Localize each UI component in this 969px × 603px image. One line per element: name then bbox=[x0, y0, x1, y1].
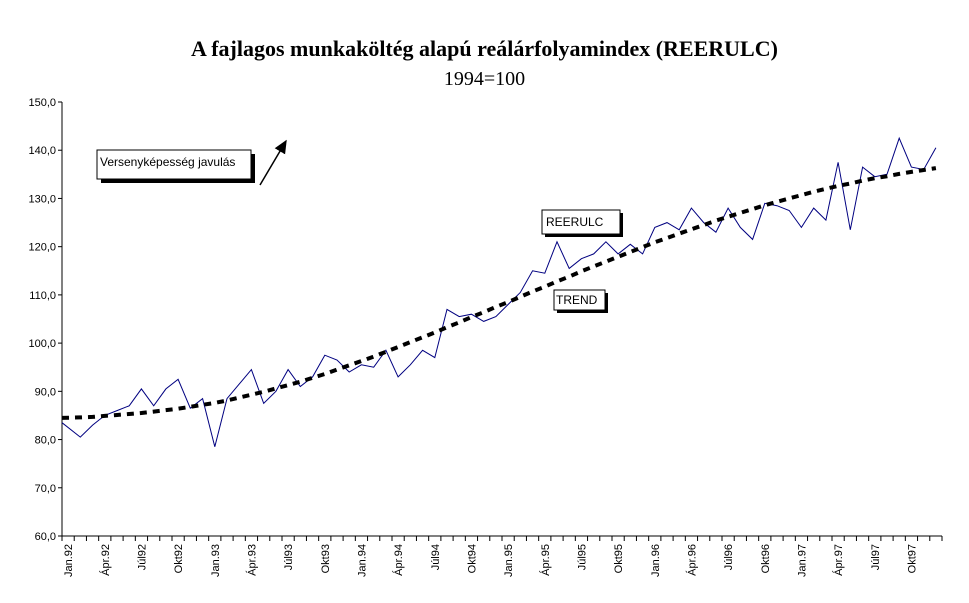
y-tick-label: 80,0 bbox=[35, 435, 56, 447]
x-tick-label: Okt92 bbox=[173, 544, 185, 573]
reerulc-label: REERULC bbox=[546, 215, 604, 229]
competitiveness-annotation: Versenyképesség javulás bbox=[96, 139, 287, 186]
x-tick-label: Ápr.96 bbox=[685, 544, 698, 576]
x-tick-label: Jan.96 bbox=[650, 544, 662, 577]
y-tick-label: 110,0 bbox=[29, 290, 56, 302]
series-line-reerulc bbox=[61, 136, 937, 447]
chart-title: A fajlagos munkaköltég alapú reálárfolya… bbox=[191, 36, 778, 61]
x-tick-label: Jan.92 bbox=[63, 544, 75, 577]
improvement-arrow bbox=[259, 139, 287, 186]
chart-subtitle: 1994=100 bbox=[443, 68, 526, 90]
competitiveness-label: Versenyképesség javulás bbox=[100, 155, 235, 169]
x-tick-label: Júl93 bbox=[283, 544, 295, 570]
x-tick-label: Ápr.92 bbox=[99, 544, 112, 576]
x-tick-label: Okt94 bbox=[466, 544, 478, 573]
x-tick-label: Okt96 bbox=[760, 544, 772, 573]
x-tick-label: Okt97 bbox=[906, 544, 918, 573]
y-tick-label: 140,0 bbox=[28, 145, 56, 157]
x-tick-label: Júl94 bbox=[430, 544, 442, 570]
y-tick-label: 150,0 bbox=[28, 97, 56, 109]
x-tick-label: Júl95 bbox=[576, 544, 588, 570]
y-tick-label: 70,0 bbox=[35, 483, 56, 495]
x-tick-label: Ápr.93 bbox=[245, 544, 258, 576]
y-tick-label: 90,0 bbox=[35, 386, 56, 398]
x-tick-label: Ápr.97 bbox=[832, 544, 845, 576]
x-tick-label: Ápr.94 bbox=[392, 544, 405, 576]
x-tick-label: Okt95 bbox=[613, 544, 625, 573]
x-tick-label: Júl96 bbox=[723, 544, 735, 570]
x-tick-label: Jan.94 bbox=[356, 544, 368, 577]
trend-label-box: TREND bbox=[553, 289, 608, 313]
x-tick-label: Okt93 bbox=[320, 544, 332, 573]
x-tick-label: Jan.97 bbox=[796, 544, 808, 577]
x-tick-label: Júl92 bbox=[136, 544, 148, 570]
trend-label: TREND bbox=[556, 293, 598, 307]
y-tick-label: 130,0 bbox=[28, 193, 56, 205]
y-tick-label: 120,0 bbox=[28, 242, 56, 254]
x-tick-label: Jan.95 bbox=[503, 544, 515, 577]
x-tick-label: Júl97 bbox=[870, 544, 882, 570]
series-line-trend bbox=[61, 166, 937, 420]
reerulc-label-box: REERULC bbox=[541, 209, 623, 237]
y-tick-label: 100,0 bbox=[28, 338, 56, 350]
x-tick-label: Jan.93 bbox=[210, 544, 222, 577]
x-tick-label: Ápr.95 bbox=[539, 544, 552, 576]
y-tick-label: 60,0 bbox=[35, 531, 56, 543]
